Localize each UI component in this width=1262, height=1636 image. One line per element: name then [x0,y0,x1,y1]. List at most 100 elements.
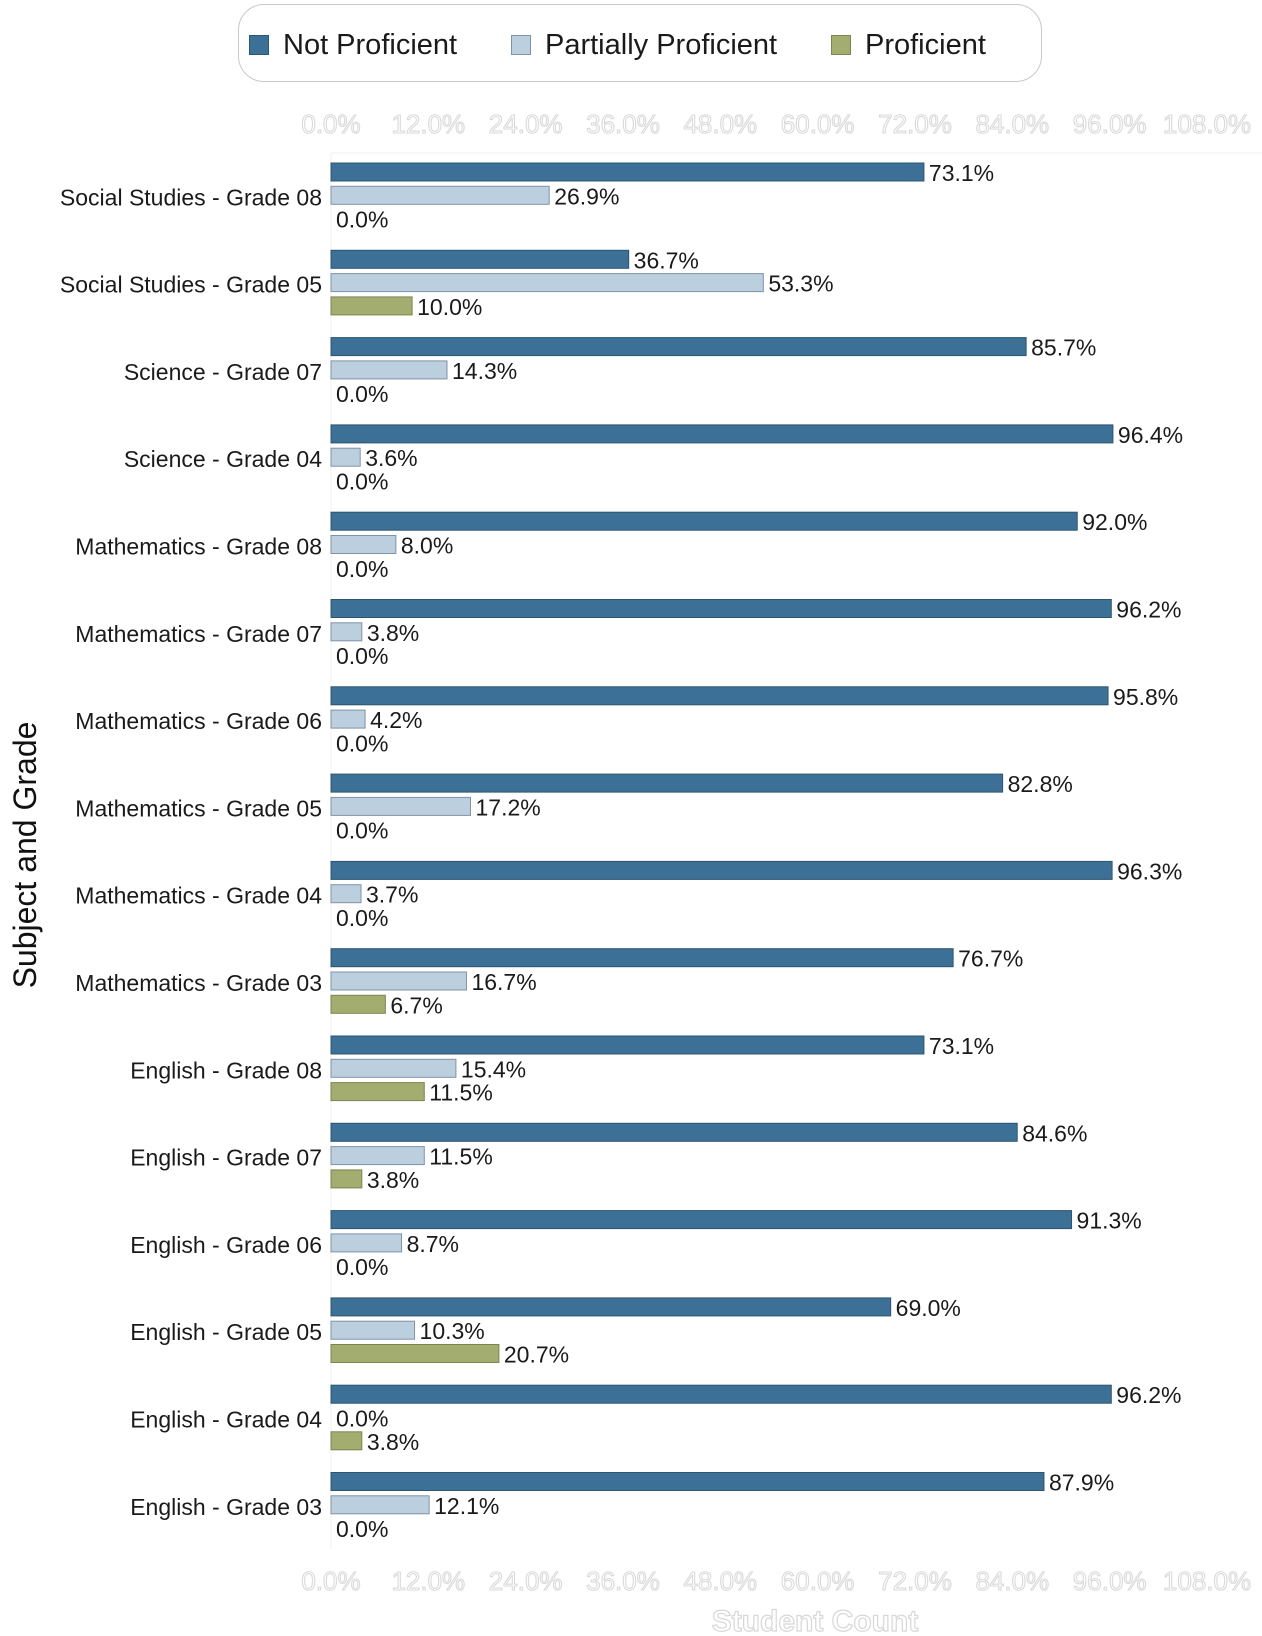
bar-partially-proficient-mathematics-grade-07[interactable] [331,623,362,641]
value-label-not-proficient-mathematics-grade-05: 82.8% [1008,771,1073,797]
bar-proficient-english-grade-05[interactable] [331,1345,499,1363]
value-label-not-proficient-social-studies-grade-08: 73.1% [929,160,994,186]
value-label-not-proficient-science-grade-04: 96.4% [1118,422,1183,448]
bar-not-proficient-english-grade-05[interactable] [331,1298,891,1316]
value-label-proficient-english-grade-06: 0.0% [336,1254,388,1280]
value-label-partially-proficient-mathematics-grade-07: 3.8% [367,620,419,646]
value-label-not-proficient-mathematics-grade-08: 92.0% [1082,509,1147,535]
x-tick-label-top-4: 48.0% [683,109,757,139]
x-tick-label-bottom-0: 0.0% [301,1566,360,1596]
y-axis-title: Subject and Grade [7,722,43,989]
bars [331,163,1113,1514]
value-label-proficient-social-studies-grade-08: 0.0% [336,207,388,233]
value-label-proficient-science-grade-04: 0.0% [336,469,388,495]
bar-partially-proficient-mathematics-grade-08[interactable] [331,536,396,554]
bar-partially-proficient-mathematics-grade-03[interactable] [331,972,466,990]
value-label-partially-proficient-english-grade-06: 8.7% [407,1231,459,1257]
category-label-mathematics-grade-08: Mathematics - Grade 08 [75,534,322,560]
x-tick-label-bottom-7: 84.0% [975,1566,1049,1596]
value-label-partially-proficient-english-grade-03: 12.1% [434,1493,499,1519]
value-label-partially-proficient-mathematics-grade-08: 8.0% [401,533,453,559]
value-label-not-proficient-mathematics-grade-03: 76.7% [958,946,1023,972]
value-label-partially-proficient-english-grade-05: 10.3% [420,1318,485,1344]
value-label-not-proficient-social-studies-grade-05: 36.7% [634,247,699,273]
x-tick-label-bottom-9: 108.0% [1163,1566,1251,1596]
bar-not-proficient-mathematics-grade-08[interactable] [331,512,1077,530]
bar-partially-proficient-english-grade-03[interactable] [331,1496,429,1514]
category-label-english-grade-07: English - Grade 07 [130,1145,322,1171]
value-label-proficient-english-grade-04: 3.8% [367,1429,419,1455]
value-labels: 73.1% 26.9% 0.0% 36.7% 53.3% 10.0% 85.7% 14.3% 0… [336,160,1183,1542]
value-label-partially-proficient-mathematics-grade-06: 4.2% [370,707,422,733]
value-label-partially-proficient-english-grade-04: 0.0% [336,1406,388,1432]
category-label-mathematics-grade-03: Mathematics - Grade 03 [75,970,322,996]
value-label-proficient-mathematics-grade-06: 0.0% [336,730,388,756]
bar-partially-proficient-mathematics-grade-06[interactable] [331,710,365,728]
x-axis-bottom: 0.0% 12.0% 24.0% 36.0% 48.0% 60.0% 72.0% 84.0% 9… [301,1566,1251,1596]
bar-partially-proficient-english-grade-06[interactable] [331,1234,402,1252]
x-tick-label-top-7: 84.0% [975,109,1049,139]
value-label-partially-proficient-social-studies-grade-08: 26.9% [554,183,619,209]
category-label-english-grade-04: English - Grade 04 [130,1407,322,1433]
x-tick-label-bottom-4: 48.0% [683,1566,757,1596]
value-label-not-proficient-english-grade-07: 84.6% [1022,1120,1087,1146]
bar-partially-proficient-mathematics-grade-04[interactable] [331,885,361,903]
bar-not-proficient-mathematics-grade-03[interactable] [331,949,953,967]
bar-partially-proficient-science-grade-07[interactable] [331,361,447,379]
value-label-not-proficient-mathematics-grade-06: 95.8% [1113,684,1178,710]
bar-not-proficient-mathematics-grade-04[interactable] [331,861,1112,879]
bar-proficient-social-studies-grade-05[interactable] [331,297,412,315]
bar-partially-proficient-english-grade-07[interactable] [331,1147,424,1165]
value-label-proficient-mathematics-grade-03: 6.7% [390,992,442,1018]
bar-not-proficient-social-studies-grade-05[interactable] [331,250,629,268]
bar-partially-proficient-social-studies-grade-08[interactable] [331,186,549,204]
value-label-partially-proficient-english-grade-07: 11.5% [429,1144,493,1170]
x-tick-label-top-0: 0.0% [301,109,360,139]
bar-not-proficient-mathematics-grade-07[interactable] [331,600,1111,618]
bar-proficient-mathematics-grade-03[interactable] [331,995,385,1013]
bar-not-proficient-social-studies-grade-08[interactable] [331,163,924,181]
x-tick-label-top-6: 72.0% [878,109,952,139]
value-label-not-proficient-english-grade-06: 91.3% [1077,1208,1142,1234]
value-label-not-proficient-science-grade-07: 85.7% [1031,335,1096,361]
x-tick-label-top-2: 24.0% [489,109,563,139]
value-label-partially-proficient-social-studies-grade-05: 53.3% [768,271,833,297]
bar-proficient-english-grade-04[interactable] [331,1432,362,1450]
value-label-partially-proficient-science-grade-07: 14.3% [452,358,517,384]
value-label-not-proficient-english-grade-03: 87.9% [1049,1470,1114,1496]
category-label-mathematics-grade-06: Mathematics - Grade 06 [75,708,322,734]
value-label-proficient-english-grade-08: 11.5% [429,1080,493,1106]
value-label-partially-proficient-mathematics-grade-05: 17.2% [476,794,541,820]
bar-not-proficient-english-grade-04[interactable] [331,1385,1111,1403]
value-label-not-proficient-english-grade-04: 96.2% [1116,1382,1181,1408]
x-tick-label-top-8: 96.0% [1073,109,1147,139]
bar-partially-proficient-english-grade-05[interactable] [331,1321,415,1339]
bar-proficient-english-grade-08[interactable] [331,1083,424,1101]
value-label-proficient-english-grade-05: 20.7% [504,1342,569,1368]
bar-not-proficient-science-grade-07[interactable] [331,338,1026,356]
x-tick-label-bottom-8: 96.0% [1073,1566,1147,1596]
bar-partially-proficient-social-studies-grade-05[interactable] [331,274,763,292]
bar-partially-proficient-science-grade-04[interactable] [331,448,360,466]
bar-not-proficient-science-grade-04[interactable] [331,425,1113,443]
bar-not-proficient-mathematics-grade-06[interactable] [331,687,1108,705]
value-label-proficient-english-grade-07: 3.8% [367,1167,419,1193]
bar-partially-proficient-english-grade-08[interactable] [331,1059,456,1077]
value-label-not-proficient-mathematics-grade-04: 96.3% [1117,858,1182,884]
value-label-proficient-mathematics-grade-07: 0.0% [336,643,388,669]
x-tick-label-bottom-5: 60.0% [781,1566,855,1596]
bar-proficient-english-grade-07[interactable] [331,1170,362,1188]
x-axis-title: Student Count [712,1605,919,1636]
bar-not-proficient-english-grade-08[interactable] [331,1036,924,1054]
category-label-english-grade-08: English - Grade 08 [130,1057,322,1083]
value-label-proficient-mathematics-grade-04: 0.0% [336,905,388,931]
category-label-english-grade-03: English - Grade 03 [130,1494,322,1520]
bar-not-proficient-mathematics-grade-05[interactable] [331,774,1003,792]
bar-not-proficient-english-grade-03[interactable] [331,1473,1044,1491]
bar-not-proficient-english-grade-06[interactable] [331,1211,1072,1229]
bar-partially-proficient-mathematics-grade-05[interactable] [331,797,471,815]
bar-not-proficient-english-grade-07[interactable] [331,1123,1017,1141]
category-label-mathematics-grade-07: Mathematics - Grade 07 [75,621,322,647]
category-label-social-studies-grade-08: Social Studies - Grade 08 [60,184,322,210]
